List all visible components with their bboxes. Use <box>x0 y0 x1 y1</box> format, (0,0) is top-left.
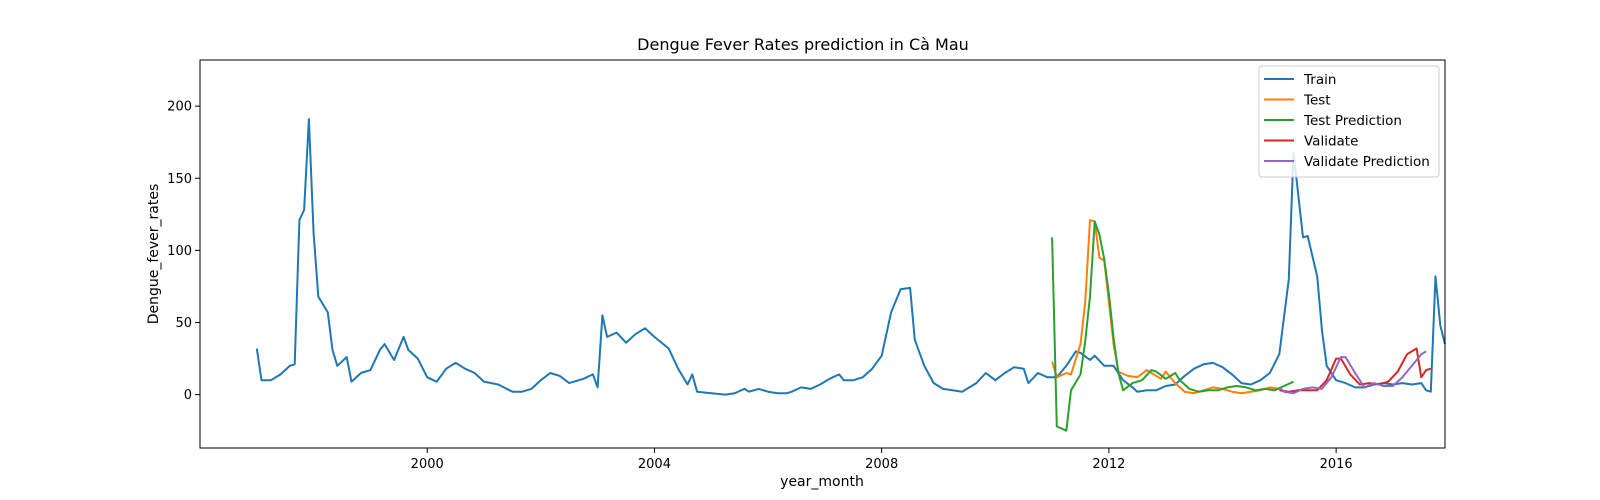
y-axis-label: Dengue_fever_rates <box>146 184 162 325</box>
x-axis: 2000 2004 2008 2012 2016 <box>411 448 1353 472</box>
plot-frame <box>199 59 1446 449</box>
x-tick-label: 2008 <box>865 457 898 472</box>
series-line-validate <box>1279 347 1432 393</box>
x-tick-label: 2016 <box>1320 457 1353 472</box>
y-tick-label: 150 <box>167 172 192 187</box>
x-axis-label: year_month <box>780 474 864 490</box>
legend-label-train: Train <box>1303 72 1336 88</box>
x-tick-label: 2000 <box>411 457 444 472</box>
series-line-validate-prediction <box>1278 350 1427 395</box>
legend: Train Test Test Prediction Validate Validate… <box>1258 65 1440 178</box>
x-tick-label: 2004 <box>638 457 671 472</box>
series-line-train <box>255 118 1446 396</box>
y-axis: 0 50 100 150 200 <box>167 100 200 403</box>
chart-title: Dengue Fever Rates prediction in Cà Mau <box>637 35 969 54</box>
y-tick-label: 200 <box>167 100 192 115</box>
x-tick-label: 2012 <box>1092 457 1125 472</box>
legend-label-validate-prediction: Validate Prediction <box>1304 154 1430 170</box>
legend-box <box>1258 65 1440 178</box>
legend-label-validate: Validate <box>1304 134 1358 150</box>
y-tick-label: 50 <box>175 316 192 331</box>
series-line-test <box>1051 219 1280 395</box>
legend-label-test-prediction: Test Prediction <box>1303 113 1402 129</box>
series-line-test-prediction <box>1051 220 1294 432</box>
legend-label-test: Test <box>1303 93 1331 109</box>
y-tick-label: 0 <box>184 388 192 403</box>
plot-series-group <box>255 118 1446 432</box>
y-tick-label: 100 <box>167 244 192 259</box>
